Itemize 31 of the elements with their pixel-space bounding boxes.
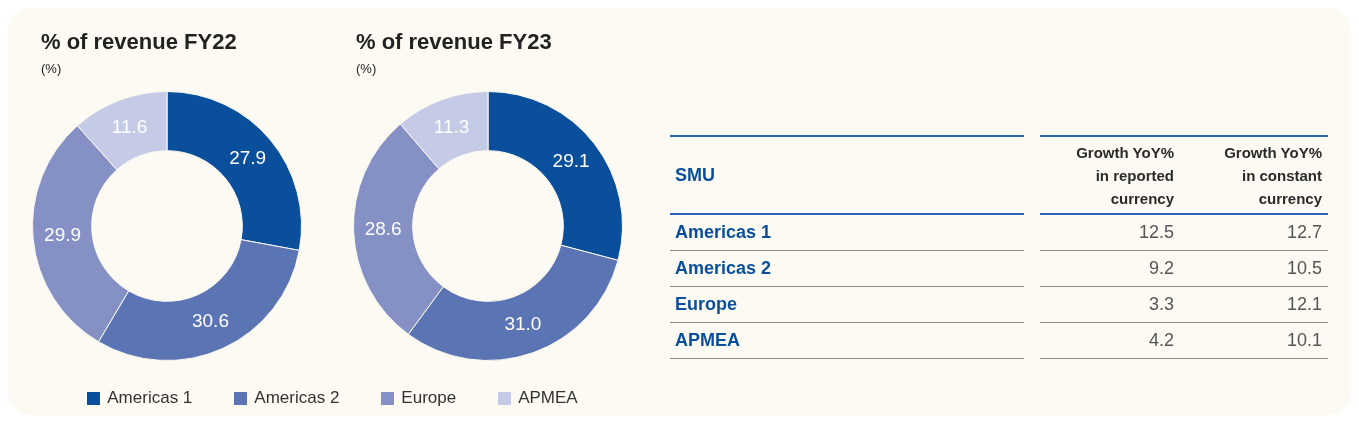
legend-label: APMEA: [518, 388, 578, 408]
data-label: 3.3: [1148, 294, 1174, 315]
data-label: 4.2: [1148, 330, 1174, 351]
data-label: 29.9: [44, 224, 82, 246]
text: Growth YoY% in reported currency: [1075, 142, 1174, 209]
category-label: Americas 1: [675, 222, 772, 243]
data-label: 11.6: [111, 116, 148, 138]
category-label: Europe: [675, 294, 738, 315]
text: (%): [356, 61, 377, 76]
legend-label: Americas 1: [107, 388, 193, 408]
data-label: 27.9: [229, 147, 267, 169]
category-label: Americas 2: [675, 258, 772, 279]
legend-label: Europe: [401, 388, 457, 408]
data-label: 11.3: [433, 115, 470, 137]
slice-label: % of revenue FY23: [356, 29, 552, 55]
text: (%): [41, 61, 62, 77]
data-label: 31.0: [504, 313, 542, 335]
text: Growth YoY% in constant currency: [1223, 142, 1322, 209]
data-label: 30.6: [191, 309, 229, 331]
data-label: 12.7: [1286, 222, 1322, 243]
category-label: APMEA: [675, 330, 741, 351]
legend-label: Americas 2: [254, 388, 340, 408]
data-label: 29.1: [552, 150, 590, 172]
data-label: 28.6: [364, 218, 402, 240]
data-label: 9.2: [1148, 258, 1174, 279]
text: SMU: [675, 164, 715, 186]
data-label: 12.5: [1138, 222, 1174, 243]
slice-label: % of revenue FY22: [41, 29, 237, 55]
data-label: 10.1: [1286, 330, 1322, 351]
data-label: 10.5: [1286, 258, 1322, 279]
data-label: 12.1: [1286, 294, 1322, 315]
